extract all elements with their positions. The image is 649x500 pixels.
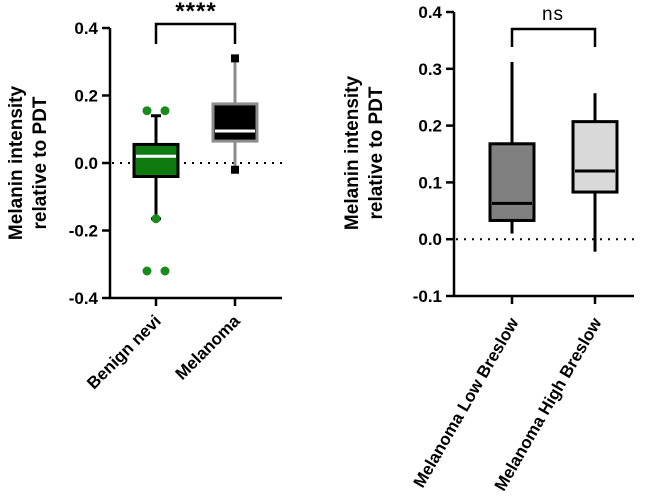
outlier-point (160, 266, 170, 276)
left-y-tick-label: 0.0 (74, 154, 98, 173)
left-y-axis-label-line2: relative to PDT (30, 96, 51, 229)
right-y-tick-label: -0.1 (413, 287, 442, 306)
right-panel: Melanin intensity relative to PDT -0.1 0.… (342, 3, 634, 494)
outlier-point (142, 106, 152, 116)
box-melanoma-low-breslow (488, 61, 536, 234)
right-y-tick-label: 0.4 (418, 3, 442, 22)
right-y-tick-label: 0.2 (418, 117, 442, 136)
right-y-tick-label: 0.0 (418, 230, 442, 249)
right-y-ticks: -0.1 0.0 0.1 0.2 0.3 0.4 (413, 3, 454, 306)
right-significance-label: ns (542, 4, 564, 25)
outlier-point (142, 266, 152, 276)
left-y-tick-label: -0.2 (69, 222, 98, 241)
left-y-tick-label: -0.4 (69, 289, 99, 308)
left-panel: Melanin intensity relative to PDT -0.4-0… (6, 0, 282, 393)
right-y-tick-label: 0.1 (418, 173, 442, 192)
right-boxes (488, 61, 619, 252)
box-melanoma-high-breslow (571, 93, 619, 252)
right-y-tick-label: 0.3 (418, 60, 442, 79)
outlier-point (151, 214, 161, 224)
box-iqr (488, 142, 536, 222)
right-y-axis-label-line2: relative to PDT (366, 86, 387, 219)
left-significance-bracket (154, 22, 237, 44)
outlier-point (160, 106, 170, 116)
right-significance-bracket (510, 27, 597, 47)
left-significance-label: **** (175, 0, 216, 25)
left-y-tick-label: 0.4 (74, 19, 98, 38)
box-iqr (211, 102, 259, 143)
whisker-cap-lower (231, 165, 239, 174)
left-category-label-melanoma: Melanoma (172, 311, 245, 384)
box-benign-nevi (132, 106, 180, 276)
left-boxes (132, 54, 259, 276)
left-category-label-benign: Benign nevi (83, 311, 165, 393)
left-y-ticks: -0.4 -0.2 0.0 0.2 0.4 (69, 19, 110, 308)
left-y-tick-label: 0.2 (74, 87, 98, 106)
box-iqr (132, 142, 180, 178)
right-y-axis-label-line1: Melanin intensity (342, 76, 363, 231)
box-iqr (571, 120, 619, 194)
left-y-axis-label-line1: Melanin intensity (6, 86, 27, 241)
box-melanoma (211, 54, 259, 174)
whisker-cap-upper (231, 54, 239, 63)
